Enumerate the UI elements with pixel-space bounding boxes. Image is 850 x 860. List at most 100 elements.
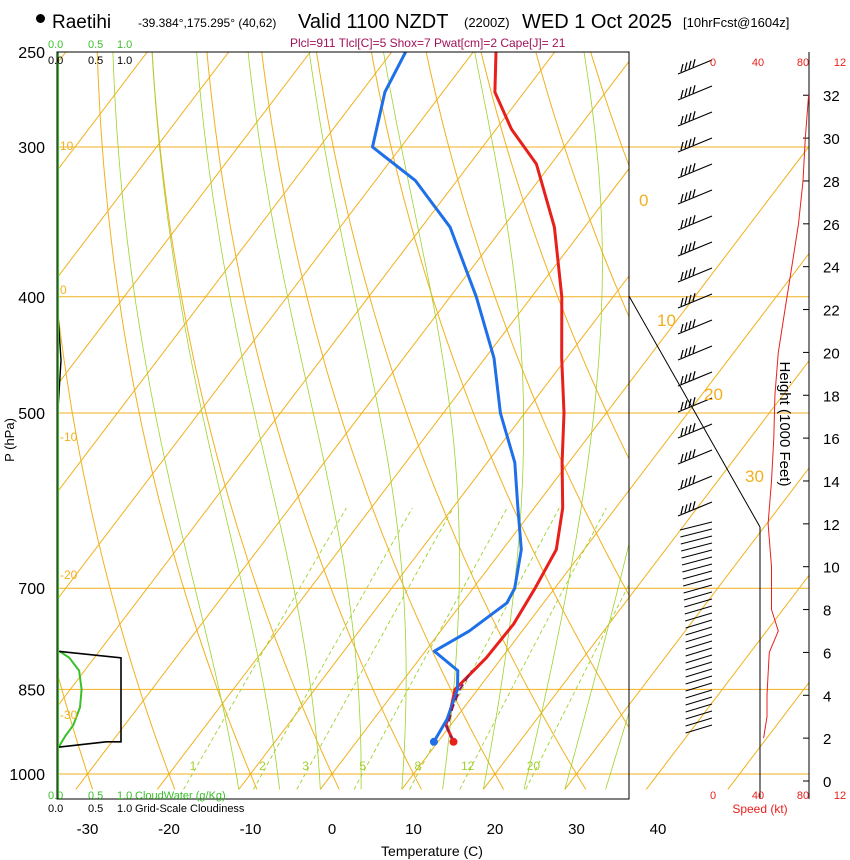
x-tick-label: 0 <box>328 821 336 838</box>
dry-adiabat <box>206 52 422 790</box>
isotherm-label: 0 <box>60 283 67 297</box>
wind-barb <box>685 619 713 629</box>
wind-barb-flag <box>692 397 696 406</box>
wind-barb-flag <box>680 89 684 99</box>
isotherm-label: 30 <box>745 467 764 486</box>
wind-barb <box>677 501 713 517</box>
wind-barb-flag <box>692 163 696 172</box>
x-tick-label: -10 <box>240 821 262 838</box>
isotherm-line <box>646 31 850 790</box>
wind-barb-flag <box>680 245 684 255</box>
wind-barb-flag <box>688 476 692 485</box>
wind-isotherm <box>629 252 809 492</box>
wind-barb <box>677 423 713 439</box>
speed-axis-label: Speed (kt) <box>732 802 787 816</box>
y-tick-label: 1000 <box>9 767 45 784</box>
wind-barb-flag <box>684 426 688 435</box>
moist-adiabat <box>247 52 362 790</box>
mixing-ratio-line <box>409 507 560 790</box>
x-tick-label: 40 <box>650 821 667 838</box>
wind-barb-flag <box>684 452 688 461</box>
isotherm-label: 10 <box>657 311 676 330</box>
isotherm-line <box>57 52 393 494</box>
cloudiness-scale-bottom: 0.0 <box>48 803 63 815</box>
wind-barb-flag <box>688 268 692 277</box>
wind-barb <box>677 241 713 257</box>
x-tick-label: -20 <box>158 821 180 838</box>
height-tick-label: 20 <box>823 345 840 362</box>
x-tick-label: -30 <box>77 821 99 838</box>
wind-barb-flag <box>692 241 696 250</box>
mixing-ratio-label: 3 <box>302 759 309 773</box>
y-tick-label: 850 <box>18 682 45 699</box>
isotherm-line <box>564 704 629 790</box>
wind-barb-flag <box>692 267 696 276</box>
speed-tick-top: 80 <box>797 57 809 69</box>
wind-barb-flag <box>684 400 688 409</box>
mixing-ratio-label: 2 <box>259 759 266 773</box>
wind-barb <box>679 521 713 531</box>
wind-isotherm <box>629 145 809 385</box>
dry-adiabat <box>151 52 340 790</box>
wind-barb-flag <box>684 244 688 253</box>
wind-barb-flag <box>680 297 684 307</box>
wind-barb <box>677 293 713 309</box>
surface-dewpoint-marker <box>429 737 438 746</box>
wind-barb-flag <box>684 88 688 97</box>
wind-barb <box>682 563 713 573</box>
moist-adiabat <box>605 711 629 790</box>
wind-barb-flag <box>692 293 696 302</box>
speed-tick-bottom: 0 <box>710 790 716 802</box>
cloud-water-scale-bottom: 0.0 <box>48 790 63 802</box>
wind-barb-flag <box>692 449 696 458</box>
speed-tick-top: 12 <box>834 57 846 69</box>
height-tick-label: 24 <box>823 260 840 277</box>
wind-barb-flag <box>692 85 696 94</box>
x-axis-label: Temperature (C) <box>381 843 483 859</box>
wind-barb-flag <box>684 270 688 279</box>
wind-barb-flag <box>692 345 696 354</box>
isotherm-label: -20 <box>60 568 78 582</box>
wind-barb <box>685 647 713 657</box>
wind-barb <box>685 682 713 692</box>
cloudiness-label: Grid-Scale Cloudiness <box>135 803 245 815</box>
height-tick-label: 8 <box>823 603 831 620</box>
wind-barb-flag <box>688 86 692 95</box>
moist-adiabat <box>523 52 603 790</box>
location-name: Raetihi <box>52 12 112 33</box>
wind-barb <box>681 542 713 552</box>
wind-barb-flag <box>680 219 684 229</box>
cloudiness-line <box>57 650 122 749</box>
dry-adiabat <box>425 52 629 597</box>
moist-adiabat <box>564 542 629 790</box>
cloud-water-label: CloudWater (g/Kg) <box>135 790 226 802</box>
y-tick-label: 250 <box>18 45 45 62</box>
wind-barb-flag <box>680 167 684 177</box>
mixing-ratio-line <box>296 507 454 790</box>
cloudiness-scale-top: 0.5 <box>88 55 103 67</box>
wind-barb <box>681 549 713 559</box>
wind-barbs <box>677 59 713 734</box>
wind-barb <box>683 577 713 587</box>
wind-barb-flag <box>680 401 684 411</box>
wind-barb-flag <box>680 63 684 73</box>
dry-adiabat <box>261 52 505 790</box>
isotherm-label: -10 <box>60 430 78 444</box>
isotherm-line <box>156 167 629 790</box>
cloudiness-scale-top: 0.0 <box>48 55 63 67</box>
mixing-ratio-line <box>253 507 413 790</box>
wind-barb-flag <box>692 423 696 432</box>
wind-barb-flag <box>684 322 688 331</box>
height-tick-label: 22 <box>823 303 840 320</box>
wind-barb-flag <box>680 271 684 281</box>
height-tick-label: 32 <box>823 88 840 105</box>
wind-isotherm <box>629 467 809 706</box>
wind-barb-flag <box>692 371 696 380</box>
wind-barb <box>681 556 713 566</box>
wind-barb <box>685 654 713 664</box>
wind-barb <box>685 633 713 643</box>
wind-barb <box>677 267 713 283</box>
mixing-ratio-line <box>525 583 629 790</box>
wind-barb-flag <box>684 114 688 123</box>
